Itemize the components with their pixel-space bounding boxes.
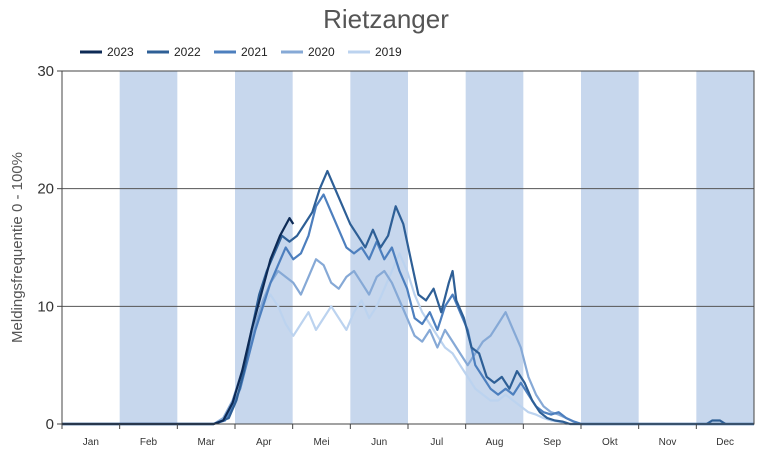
legend-label-2020: 2020: [308, 45, 335, 59]
legend: 2023 2022 2021 2020 2019: [80, 45, 402, 59]
y-tick-label-10: 10: [37, 298, 54, 315]
x-tick-label-dec: Dec: [716, 437, 734, 448]
x-tick-label-aug: Aug: [486, 437, 504, 448]
month-band-okt: [581, 71, 639, 424]
legend-label-2022: 2022: [174, 45, 201, 59]
y-tick-label-0: 0: [46, 416, 54, 433]
y-axis-ticks: 0 10 20 30: [37, 63, 62, 433]
gridlines: [62, 188, 754, 307]
month-band-feb: [119, 71, 178, 424]
x-tick-label-feb: Feb: [140, 437, 158, 448]
x-tick-label-sep: Sep: [543, 437, 561, 448]
series-line-2021: [62, 193, 754, 426]
x-tick-label-apr: Apr: [256, 437, 272, 448]
y-axis-label: Meldingsfrequentie 0 - 100%: [9, 152, 26, 343]
x-tick-label-jun: Jun: [371, 437, 387, 448]
x-tick-label-jul: Jul: [430, 437, 443, 448]
month-bands: [119, 71, 754, 424]
month-band-dec: [696, 71, 754, 424]
x-axis-ticks: Jan Feb Mar Apr Mei Jun Jul Aug Sep Okt Nov Dec: [61, 424, 734, 448]
legend-label-2021: 2021: [241, 45, 268, 59]
x-tick-label-mar: Mar: [198, 437, 216, 448]
series-lines: [62, 169, 754, 426]
x-tick-label-nov: Nov: [659, 437, 677, 448]
series-segment-2022-0: [706, 419, 727, 425]
y-tick-label-30: 30: [37, 63, 54, 80]
y-tick-label-20: 20: [37, 181, 54, 198]
legend-label-2019: 2019: [375, 45, 402, 59]
x-tick-label-okt: Okt: [602, 437, 618, 448]
legend-label-2023: 2023: [107, 45, 134, 59]
month-band-aug: [465, 71, 524, 424]
x-tick-label-jan: Jan: [83, 437, 99, 448]
chart-title: Rietzanger: [323, 4, 449, 34]
x-tick-label-mei: Mei: [313, 437, 329, 448]
